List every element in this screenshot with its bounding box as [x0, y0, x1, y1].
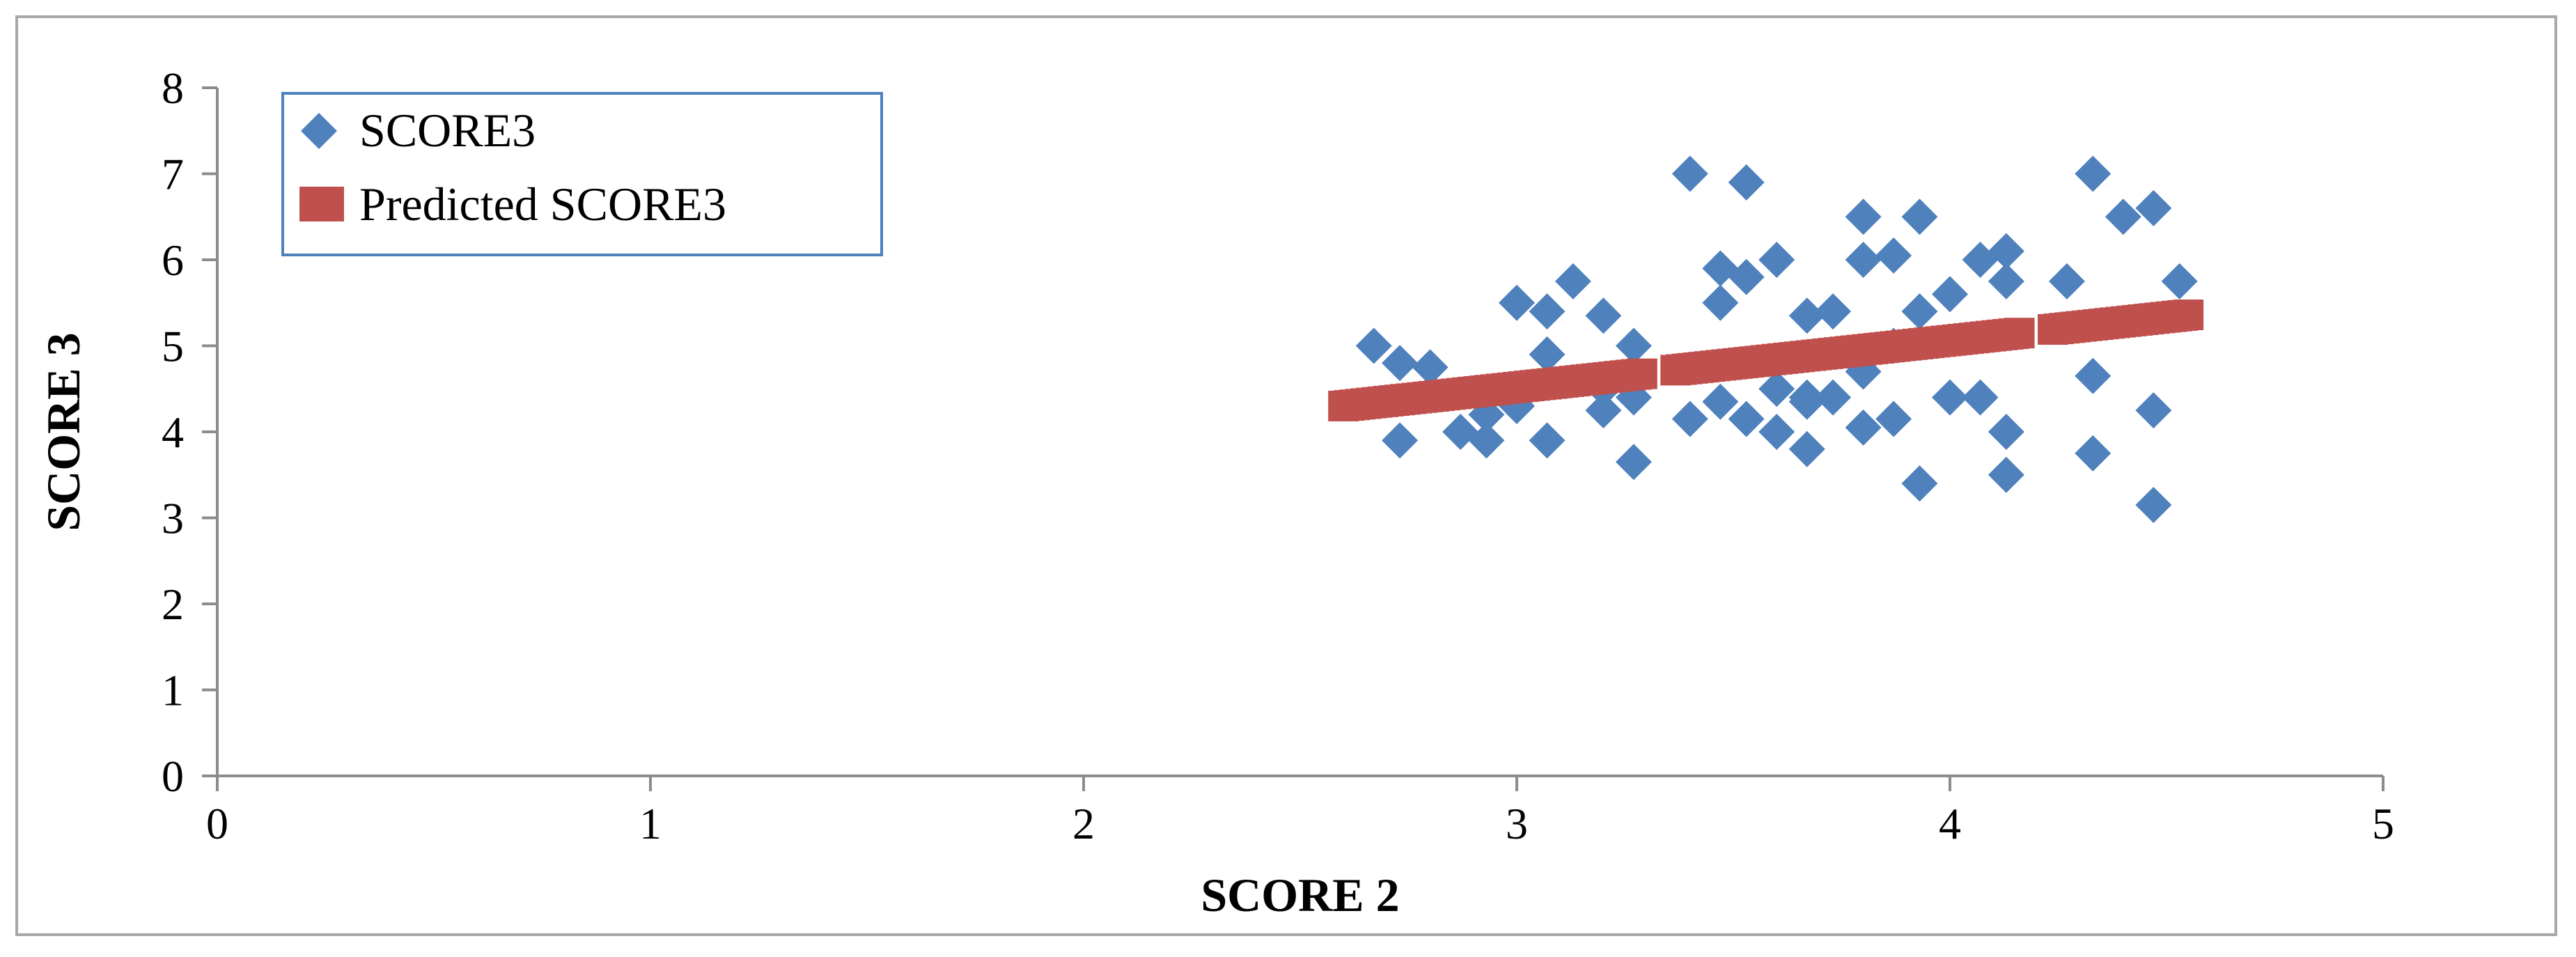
- data-point: [1468, 422, 1505, 459]
- data-point: [1499, 284, 1535, 321]
- data-point: [2135, 189, 2172, 226]
- y-ticks: 0 1 2 3 4 5 6 7 8: [162, 63, 217, 801]
- legend: SCORE3 Predicted SCORE3: [281, 92, 883, 256]
- series-score3: [1355, 155, 2198, 523]
- data-point: [1845, 242, 1882, 278]
- series-layer: [1328, 155, 2204, 523]
- y-tick-label: 0: [162, 752, 184, 801]
- y-tick-label: 4: [162, 407, 184, 457]
- y-tick-label: 6: [162, 235, 184, 285]
- data-point: [1932, 379, 1968, 416]
- y-tick-label: 1: [162, 666, 184, 715]
- axes: 0 1 2 3 4 5 6 7 8 0 1 2 3 4 5: [162, 63, 2394, 848]
- x-tick-label: 0: [206, 799, 228, 848]
- data-point: [1702, 383, 1739, 420]
- chart-frame: 0 1 2 3 4 5 6 7 8 0 1 2 3 4 5 SCORE 2 SCORE 3 SCORE3 P…: [15, 15, 2557, 936]
- data-point: [1702, 284, 1739, 321]
- x-axis-title: SCORE 2: [1201, 869, 1399, 921]
- data-point: [2075, 155, 2111, 192]
- data-point: [1901, 199, 1938, 235]
- predicted-point: [2173, 299, 2204, 331]
- legend-label: SCORE3: [359, 104, 536, 157]
- data-point: [2135, 392, 2172, 429]
- data-point: [1901, 293, 1938, 330]
- data-point: [2135, 486, 2172, 523]
- data-point: [1585, 392, 1622, 429]
- data-point: [1988, 414, 2024, 450]
- data-point: [1815, 379, 1852, 416]
- series-predicted-score3: [1328, 299, 2204, 421]
- y-tick-label: 3: [162, 494, 184, 543]
- x-tick-label: 4: [1939, 799, 1961, 848]
- data-point: [1728, 164, 1765, 201]
- x-ticks: 0 1 2 3 4 5: [206, 776, 2394, 848]
- data-point: [1875, 400, 1912, 437]
- data-point: [1382, 422, 1419, 459]
- y-tick-label: 8: [162, 63, 184, 113]
- data-point: [1845, 199, 1882, 235]
- legend-items: SCORE3 Predicted SCORE3: [299, 104, 726, 231]
- y-axis-title: SCORE 3: [37, 332, 90, 531]
- data-point: [1671, 400, 1708, 437]
- legend-symbol-square-icon: [299, 187, 344, 221]
- data-point: [1932, 276, 1968, 313]
- data-point: [1412, 349, 1449, 386]
- data-point: [1758, 242, 1795, 278]
- y-tick-label: 2: [162, 579, 184, 629]
- data-point: [2161, 263, 2198, 299]
- data-point: [1758, 371, 1795, 407]
- data-point: [1788, 430, 1825, 467]
- data-point: [1875, 237, 1912, 274]
- legend-box: [281, 92, 883, 256]
- data-point: [1615, 327, 1652, 364]
- data-point: [1529, 336, 1566, 373]
- data-point: [2075, 357, 2111, 394]
- data-point: [1585, 297, 1622, 334]
- data-point: [2105, 199, 2141, 235]
- predicted-point: [2004, 318, 2035, 349]
- y-tick-label: 5: [162, 322, 184, 371]
- data-point: [1355, 327, 1392, 364]
- scatter-chart: 0 1 2 3 4 5 6 7 8 0 1 2 3 4 5 SCORE 2 SCORE 3 SCORE3 P…: [37, 63, 2394, 921]
- data-point: [1901, 465, 1938, 502]
- data-point: [1615, 444, 1652, 481]
- data-point: [1788, 383, 1825, 420]
- legend-label: Predicted SCORE3: [359, 178, 726, 231]
- x-tick-label: 3: [1506, 799, 1528, 848]
- x-tick-label: 5: [2372, 799, 2394, 848]
- data-point: [1788, 297, 1825, 334]
- data-point: [1529, 293, 1566, 330]
- x-tick-label: 1: [639, 799, 662, 848]
- x-tick-label: 2: [1072, 799, 1095, 848]
- data-point: [1758, 414, 1795, 450]
- data-point: [1845, 409, 1882, 446]
- legend-symbol-diamond-icon: [301, 113, 337, 149]
- data-point: [1988, 263, 2024, 299]
- data-point: [1962, 379, 1999, 416]
- data-point: [1728, 400, 1765, 437]
- data-point: [1815, 293, 1852, 330]
- data-point: [1382, 345, 1419, 382]
- data-point: [2048, 263, 2085, 299]
- data-point: [1728, 258, 1765, 295]
- predicted-point: [1626, 358, 1657, 389]
- data-point: [2075, 435, 2111, 472]
- data-point: [1529, 422, 1566, 459]
- data-point: [1988, 456, 2024, 493]
- data-point: [1554, 263, 1591, 299]
- y-tick-label: 7: [162, 150, 184, 199]
- data-point: [1988, 233, 2024, 270]
- data-point: [1671, 155, 1708, 192]
